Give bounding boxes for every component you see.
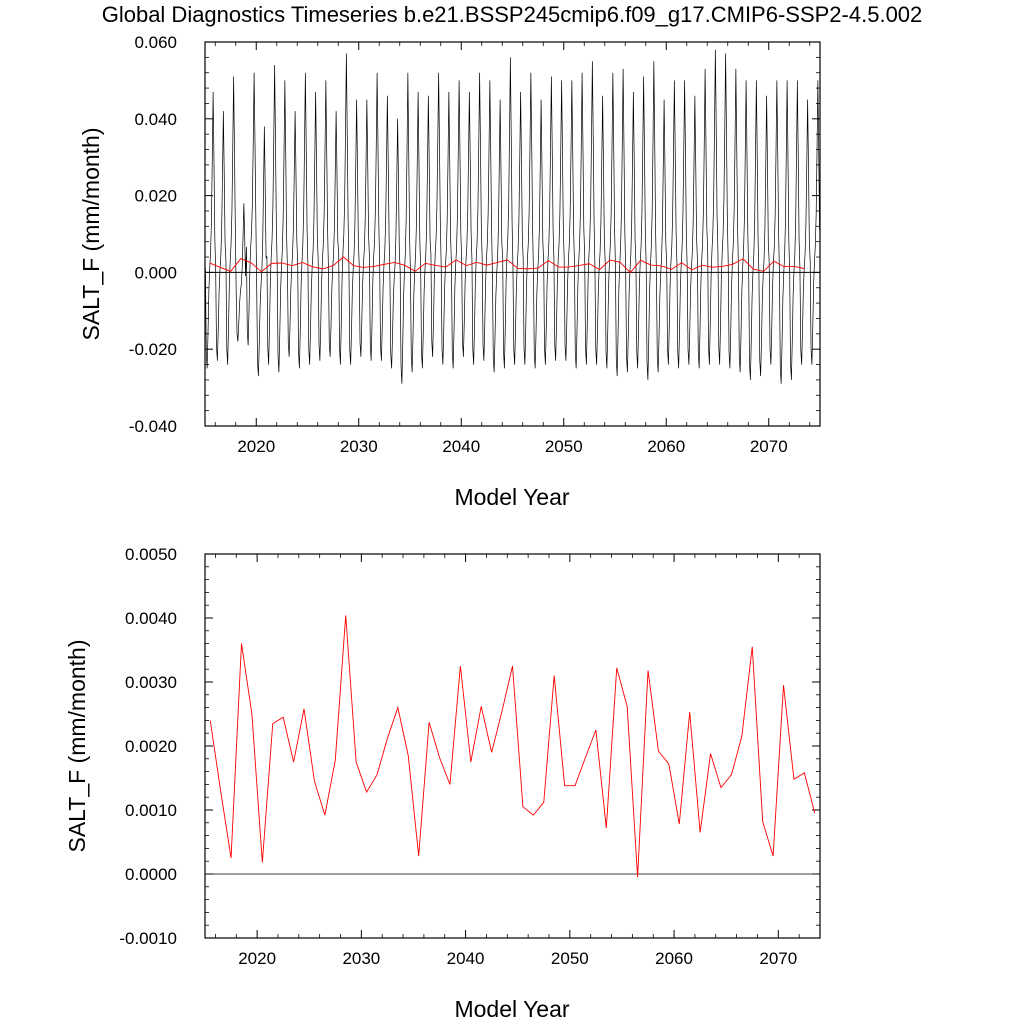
top-annual-series-line (209, 256, 805, 274)
top-frame (204, 41, 821, 427)
y-tick-label: 0.0050 (125, 545, 177, 564)
y-tick-label: 0.0000 (125, 865, 177, 884)
bottom-frame (204, 553, 821, 939)
bottom-annual-series-line (209, 615, 816, 878)
y-tick-label: 0.020 (134, 187, 177, 206)
x-tick-label: 2050 (551, 949, 589, 968)
y-tick-label: -0.020 (129, 340, 177, 359)
x-tick-label: 2070 (750, 437, 788, 456)
y-tick-label: -0.040 (129, 417, 177, 436)
top-y-axis-label: SALT_F (mm/month) (78, 128, 104, 341)
x-tick-label: 2040 (442, 437, 480, 456)
x-tick-label: 2030 (342, 949, 380, 968)
x-tick-label: 2020 (238, 949, 276, 968)
y-tick-label: 0.0030 (125, 673, 177, 692)
top-panel: 2020 2030 2040 2050 2060 2070 -0.040 -0.020 0.00… (78, 33, 821, 510)
bottom-ticks (205, 553, 821, 939)
y-tick-label: 0.0020 (125, 737, 177, 756)
figure-title: Global Diagnostics Timeseries b.e21.BSSP… (101, 2, 923, 27)
x-tick-label: 2020 (237, 437, 275, 456)
x-tick-label: 2060 (655, 949, 693, 968)
y-tick-label: 0.000 (134, 263, 177, 282)
top-tick-labels: 2020 2030 2040 2050 2060 2070 -0.040 -0.020 0.00… (129, 33, 788, 456)
bottom-x-axis-label: Model Year (454, 996, 569, 1022)
x-tick-label: 2040 (447, 949, 485, 968)
bottom-tick-labels: 2020 2030 2040 2050 2060 2070 -0.0010 0.0000 0.0… (119, 545, 797, 968)
bottom-y-axis-label: SALT_F (mm/month) (64, 640, 90, 853)
top-monthly-series-line (205, 49, 820, 384)
y-tick-label: -0.0010 (119, 929, 177, 948)
bottom-panel: 2020 2030 2040 2050 2060 2070 -0.0010 0.0000 0.0… (64, 545, 821, 1022)
top-x-axis-label: Model Year (454, 484, 569, 510)
x-tick-label: 2060 (647, 437, 685, 456)
x-tick-label: 2070 (759, 949, 797, 968)
y-tick-label: 0.060 (134, 33, 177, 52)
y-tick-label: 0.0010 (125, 801, 177, 820)
x-tick-label: 2030 (340, 437, 378, 456)
x-tick-label: 2050 (545, 437, 583, 456)
y-tick-label: 0.0040 (125, 609, 177, 628)
y-tick-label: 0.040 (134, 110, 177, 129)
